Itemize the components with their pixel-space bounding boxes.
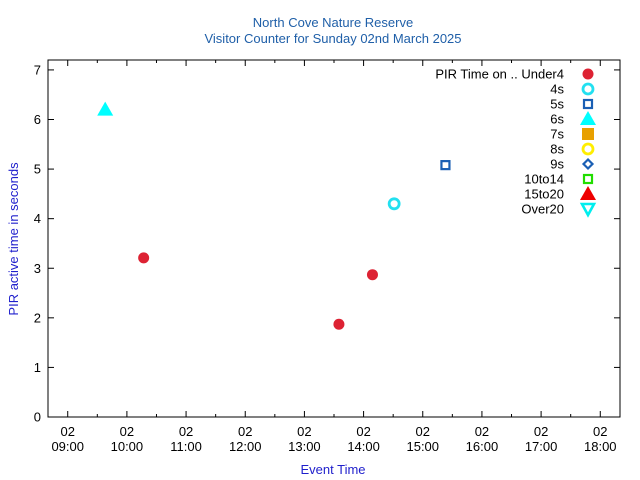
legend-label: 10to14 bbox=[524, 172, 564, 187]
legend-marker bbox=[581, 157, 595, 171]
y-tick-label: 7 bbox=[34, 62, 41, 77]
legend-label: 7s bbox=[550, 127, 564, 142]
y-tick-label: 5 bbox=[34, 162, 41, 177]
y-tick-label: 0 bbox=[34, 410, 41, 425]
y-tick-label: 6 bbox=[34, 112, 41, 127]
legend-label: 6s bbox=[550, 112, 564, 127]
y-tick-label: 2 bbox=[34, 310, 41, 325]
x-tick-label: 02 16:00 bbox=[466, 424, 499, 454]
chart-subtitle: Visitor Counter for Sunday 02nd March 20… bbox=[204, 31, 461, 46]
data-point bbox=[333, 318, 345, 330]
legend-label: 9s bbox=[550, 157, 564, 172]
legend-marker bbox=[581, 142, 595, 156]
legend-marker bbox=[580, 111, 596, 125]
x-tick-label: 02 14:00 bbox=[347, 424, 380, 454]
legend-label: 5s bbox=[550, 97, 564, 112]
x-tick-label: 02 17:00 bbox=[525, 424, 558, 454]
plot-area bbox=[47, 59, 621, 418]
y-axis: 0 1 2 3 4 5 6 7 bbox=[34, 62, 620, 425]
legend-marker bbox=[582, 68, 594, 80]
legend-marker bbox=[580, 186, 596, 200]
x-tick-label: 02 18:00 bbox=[584, 424, 617, 454]
legend-label: 15to20 bbox=[524, 187, 564, 202]
legend: PIR Time on .. Under44s5s6s7s8s9s10to141… bbox=[435, 67, 597, 218]
legend-marker bbox=[582, 173, 594, 185]
legend-label: Over20 bbox=[521, 202, 564, 217]
chart-title: North Cove Nature Reserve bbox=[253, 15, 413, 30]
x-axis-label: Event Time bbox=[300, 462, 365, 477]
y-axis-label: PIR active time in seconds bbox=[6, 162, 21, 316]
legend-marker bbox=[582, 128, 594, 140]
data-point bbox=[440, 160, 451, 171]
y-tick-label: 1 bbox=[34, 360, 41, 375]
x-tick-label: 02 10:00 bbox=[111, 424, 144, 454]
legend-marker bbox=[581, 82, 595, 96]
x-tick-label: 02 11:00 bbox=[170, 424, 202, 454]
data-point bbox=[97, 101, 114, 116]
y-tick-label: 4 bbox=[34, 211, 41, 226]
x-tick-label: 02 15:00 bbox=[406, 424, 439, 454]
data-point bbox=[387, 197, 401, 211]
legend-label: 8s bbox=[550, 142, 564, 157]
legend-label: 4s bbox=[550, 82, 564, 97]
legend-marker bbox=[579, 202, 597, 218]
x-axis: 02 09:00 02 10:00 02 11:00 02 12:00 02 13:00 02 14:… bbox=[51, 60, 617, 454]
x-tick-label: 02 09:00 bbox=[51, 424, 84, 454]
data-point bbox=[138, 252, 150, 264]
x-tick-label: 02 13:00 bbox=[288, 424, 321, 454]
x-tick-label: 02 12:00 bbox=[229, 424, 262, 454]
y-tick-label: 3 bbox=[34, 261, 41, 276]
legend-label: PIR Time on .. Under4 bbox=[435, 67, 564, 82]
legend-marker bbox=[582, 98, 594, 110]
data-points bbox=[97, 101, 451, 330]
data-point bbox=[366, 269, 378, 281]
